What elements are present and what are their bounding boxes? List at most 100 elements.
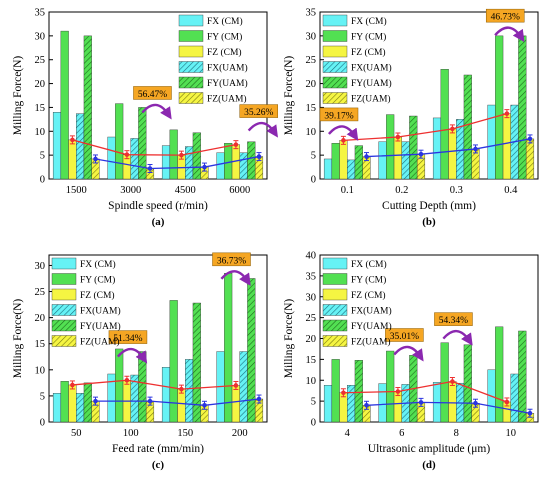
bar-fxuam — [185, 146, 194, 180]
y-tick-label: 5 — [311, 397, 316, 408]
y-tick-label: 25 — [35, 55, 46, 66]
y-tick-label: 10 — [306, 376, 317, 387]
y-tick-label: 20 — [35, 313, 46, 324]
bar-fxuam — [456, 119, 465, 180]
trend-point — [418, 151, 424, 157]
trend-point — [256, 396, 262, 402]
x-tick-label: 4500 — [175, 185, 196, 196]
legend-entry: FX(UAM) — [351, 306, 392, 317]
plot-frame — [48, 254, 268, 423]
bar-fzcm — [339, 140, 348, 180]
annotation-label: 51.34% — [113, 334, 142, 344]
y-tick-label: 5 — [40, 151, 45, 162]
y-tick-label: 15 — [306, 355, 317, 366]
legend-entry: FX(UAM) — [80, 306, 121, 317]
legend-entry: FZ(UAM) — [207, 94, 247, 105]
legend-swatch — [178, 92, 204, 104]
trend-point — [527, 136, 533, 142]
annotation-box — [212, 252, 251, 267]
bar-fxuam — [239, 152, 248, 180]
legend-entry: FZ (CM) — [80, 290, 115, 301]
y-tick-label: 30 — [35, 261, 46, 272]
legend-swatch — [178, 76, 204, 89]
bar-fzcm — [68, 384, 77, 423]
bar-fyuam — [409, 115, 418, 180]
bar-fycm — [60, 30, 69, 180]
bar-fxuam — [130, 138, 139, 180]
bar-fycm — [331, 143, 340, 180]
bar-fycm — [386, 350, 395, 423]
bar-fzuam — [525, 138, 535, 180]
chart-panel-2: 0 5 10 15 20 25 30 35 0.1 0.2 0.3 0.4 39.17% 46.73% FX… — [283, 8, 539, 228]
annotation-label: 39.17% — [324, 111, 353, 121]
chart-panel-4: 0 5 10 15 20 25 30 35 40 4 6 8 10 35.01% 54.34% FX (CM)… — [283, 251, 539, 471]
trend-arrow-icon — [116, 347, 148, 364]
y-tick-label: 15 — [306, 103, 317, 114]
trend-point — [341, 138, 346, 143]
annotation-box — [319, 107, 359, 122]
annotation-label: 54.34% — [439, 316, 468, 326]
trend-line-fz-uam — [95, 398, 260, 406]
legend-swatch — [322, 257, 348, 270]
bar-fzcm — [502, 113, 511, 180]
y-tick-label: 30 — [35, 31, 46, 42]
y-tick-label: 10 — [306, 127, 317, 138]
trend-point — [202, 403, 207, 408]
bar-fyuam — [192, 132, 201, 180]
x-axis-label: Ultrasonic amplitude (μm) — [368, 443, 491, 455]
legend-swatch — [322, 335, 348, 347]
y-tick-label: 0 — [311, 418, 316, 429]
trend-line-fz-cm — [343, 113, 508, 142]
trend-line-fz-cm — [72, 379, 236, 390]
y-tick-label: 40 — [306, 251, 317, 262]
legend-entry: FZ(UAM) — [351, 94, 391, 105]
bar-fyuam — [83, 382, 92, 423]
y-axis-label: Milling Force(N) — [283, 299, 295, 379]
legend-swatch — [322, 273, 348, 285]
x-tick-label: 0.4 — [504, 185, 518, 196]
bar-fxcm — [52, 393, 62, 423]
legend-entry: FX(UAM) — [207, 63, 248, 74]
legend-swatch — [178, 14, 204, 27]
bar-fzcm — [448, 128, 457, 180]
bar-fxuam — [185, 359, 194, 423]
legend: FX (CM) FY (CM) FZ (CM) FX(UAM) FY(UAM) FZ(UA… — [178, 14, 248, 105]
legend-swatch — [322, 30, 348, 42]
y-tick-label: 35 — [306, 271, 317, 282]
y-tick-label: 25 — [306, 313, 317, 324]
legend: FX (CM) FY (CM) FZ (CM) FX(UAM) FY(UAM) FZ(UA… — [51, 257, 121, 348]
trend-point — [147, 166, 153, 171]
annotation-label: 36.73% — [217, 256, 246, 266]
y-tick-label: 20 — [306, 334, 317, 345]
y-axis-label: Milling Force(N) — [12, 56, 24, 136]
annotation-box — [133, 86, 172, 100]
trend-line-fz-uam — [95, 155, 260, 170]
annotation-box — [434, 312, 473, 326]
panel-label: (d) — [422, 459, 436, 471]
bar-fxcm — [52, 111, 62, 180]
legend-swatch — [51, 335, 77, 347]
trend-point — [179, 386, 184, 392]
legend-entry: FX(UAM) — [351, 63, 392, 74]
y-tick-label: 10 — [35, 365, 46, 376]
y-tick-label: 30 — [306, 31, 317, 42]
bar-fycm — [115, 348, 124, 423]
annotation-label: 56.47% — [138, 90, 167, 100]
panel-label: (a) — [152, 216, 165, 228]
trend-point — [364, 403, 369, 408]
y-tick-label: 10 — [35, 127, 46, 138]
trend-arrow-icon — [494, 26, 525, 43]
y-tick-label: 25 — [35, 287, 46, 298]
trend-point — [179, 152, 184, 158]
legend-swatch — [178, 30, 204, 42]
trend-point — [124, 152, 130, 157]
bar-fyuam — [138, 107, 147, 180]
trend-arrow-icon — [141, 103, 172, 120]
trend-point — [147, 398, 153, 404]
legend: FX (CM) FY (CM) FZ (CM) FX(UAM) FY(UAM) FZ(UA… — [322, 257, 392, 348]
legend-entry: FZ (CM) — [207, 47, 242, 58]
x-tick-label: 3000 — [120, 185, 141, 196]
bar-fycm — [386, 114, 395, 180]
annotation-box — [485, 8, 525, 23]
bar-fycm — [440, 69, 449, 180]
